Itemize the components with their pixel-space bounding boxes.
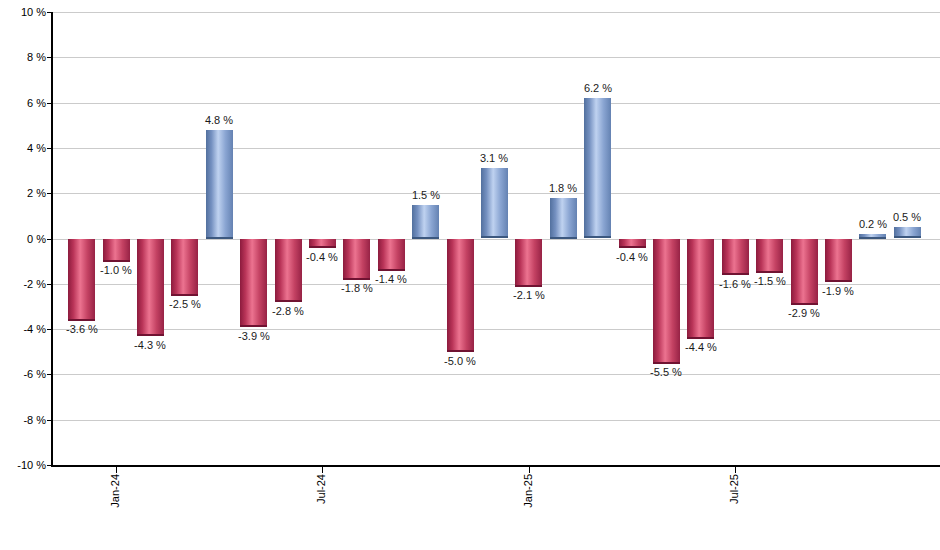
bar-value-label: -1.9 %: [809, 285, 867, 298]
y-axis-tick-label: 6 %: [0, 97, 46, 110]
positive-bar: [550, 198, 577, 239]
x-axis-tick: [116, 467, 117, 473]
negative-bar: [378, 239, 405, 271]
negative-bar: [447, 239, 474, 352]
negative-bar: [756, 239, 783, 273]
bar-value-label: 4.8 %: [190, 114, 248, 127]
gridline: [52, 374, 940, 375]
x-axis-tick-label: Jul-25: [728, 474, 741, 504]
x-axis-tick: [322, 467, 323, 473]
gridline: [52, 329, 940, 330]
x-axis-tick-label: Jan-25: [522, 474, 535, 508]
y-axis-tick-label: -4 %: [0, 323, 46, 336]
x-axis-tick-label: Jan-24: [109, 474, 122, 508]
bar-value-label: -2.1 %: [500, 289, 558, 302]
positive-bar: [859, 234, 886, 239]
gridline: [52, 103, 940, 104]
x-axis-tick: [735, 467, 736, 473]
negative-bar: [137, 239, 164, 336]
negative-bar: [103, 239, 130, 262]
bar-value-label: -2.5 %: [156, 298, 214, 311]
bar-value-label: -5.0 %: [431, 355, 489, 368]
y-axis-tick-label: 0 %: [0, 233, 46, 246]
gridline: [52, 57, 940, 58]
negative-bar: [515, 239, 542, 287]
x-axis-tick: [529, 467, 530, 473]
y-axis-tick-label: -8 %: [0, 414, 46, 427]
bar-value-label: -2.8 %: [259, 305, 317, 318]
negative-bar: [722, 239, 749, 275]
bar-value-label: -4.4 %: [672, 341, 730, 354]
x-axis-tick-label: Jul-24: [315, 474, 328, 504]
gridline: [52, 12, 940, 13]
bar-value-label: -5.5 %: [637, 366, 695, 379]
negative-bar: [68, 239, 95, 321]
monthly-returns-bar-chart: 10 % 8 % 6 % 4 % 2 % 0 % -2 % -4 % -6 % -8 % -10 %…: [0, 0, 940, 550]
positive-bar: [584, 98, 611, 238]
y-axis-tick-label: 4 %: [0, 142, 46, 155]
y-axis-tick-label: -6 %: [0, 368, 46, 381]
bar-value-label: -3.9 %: [225, 330, 283, 343]
bar-value-label: -3.6 %: [53, 323, 111, 336]
negative-bar: [825, 239, 852, 282]
negative-bar: [275, 239, 302, 302]
y-axis-tick-label: 2 %: [0, 187, 46, 200]
positive-bar: [894, 227, 921, 238]
y-axis-tick-label: -2 %: [0, 278, 46, 291]
bar-value-label: -1.4 %: [362, 273, 420, 286]
bar-value-label: 3.1 %: [465, 152, 523, 165]
x-axis-line: [51, 465, 940, 467]
bar-value-label: 6.2 %: [569, 82, 627, 95]
bar-value-label: -2.9 %: [775, 307, 833, 320]
gridline: [52, 420, 940, 421]
positive-bar: [206, 130, 233, 239]
y-axis-tick-label: -10 %: [0, 459, 46, 472]
negative-bar: [309, 239, 336, 248]
bar-value-label: -4.3 %: [121, 339, 179, 352]
positive-bar: [481, 168, 508, 238]
bar-value-label: 1.5 %: [397, 189, 455, 202]
positive-bar: [412, 205, 439, 239]
gridline: [52, 148, 940, 149]
negative-bar: [619, 239, 646, 248]
y-axis-line: [51, 12, 53, 467]
y-axis-tick-label: 10 %: [0, 6, 46, 19]
y-axis-tick-label: 8 %: [0, 51, 46, 64]
bar-value-label: 0.5 %: [878, 211, 936, 224]
negative-bar: [171, 239, 198, 296]
